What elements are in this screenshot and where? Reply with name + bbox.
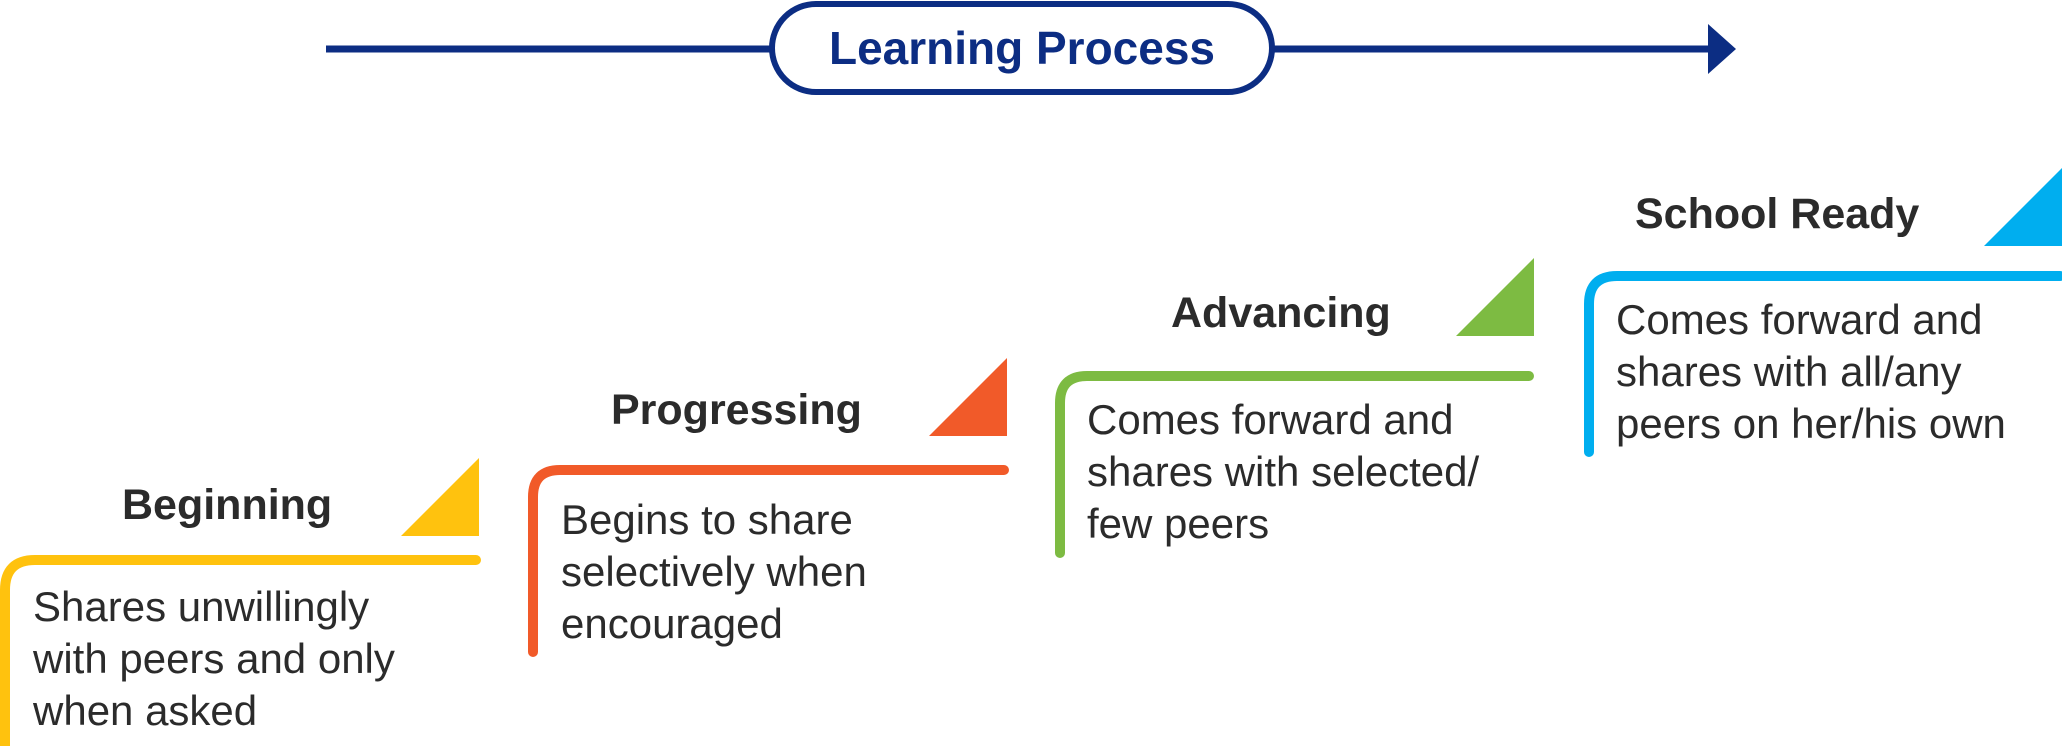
stage-triangle-school-ready [1984, 168, 2062, 246]
stage-bracket-school-ready [1584, 271, 2062, 457]
stage-description-school-ready: Comes forward and shares with all/any pe… [1616, 296, 2006, 447]
stage-triangle-progressing [929, 358, 1007, 436]
stage-description-advancing: Comes forward and shares with selected/ … [1087, 396, 1480, 547]
stage-triangle-advancing [1456, 258, 1534, 336]
stage-triangle-beginning [401, 458, 479, 536]
stage-bracket-progressing [528, 465, 1009, 657]
stage-description-progressing: Begins to share selectively when encoura… [561, 496, 867, 647]
stage-title-progressing: Progressing [611, 386, 862, 434]
process-arrow-head [1708, 24, 1736, 74]
stage-description-beginning: Shares unwillingly with peers and only w… [33, 583, 395, 734]
stage-title-advancing: Advancing [1171, 289, 1391, 337]
stage-bracket-advancing [1055, 371, 1534, 558]
process-title: Learning Process [828, 22, 1216, 74]
process-title-pill [769, 1, 1275, 95]
stage-bracket-beginning [0, 555, 481, 746]
stage-title-beginning: Beginning [122, 481, 333, 529]
stage-title-school-ready: School Ready [1635, 190, 1920, 238]
